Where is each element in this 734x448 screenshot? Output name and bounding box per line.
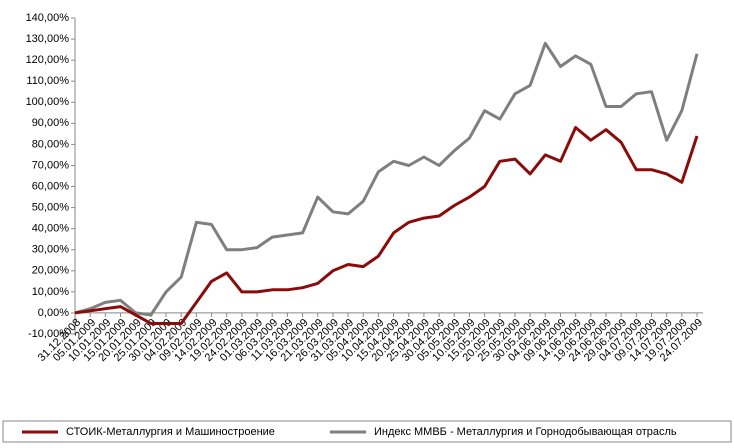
y-tick-label: 80,00% — [32, 138, 70, 150]
y-tick-label: -10,00% — [28, 328, 69, 340]
series-line — [74, 41, 699, 317]
y-tick-label: 40,00% — [32, 223, 70, 235]
legend-label: СТОИК-Металлургия и Машиностроение — [66, 426, 275, 438]
y-tick-label: 120,00% — [26, 54, 70, 66]
y-tick-label: 20,00% — [32, 265, 70, 277]
legend-label: Индекс ММВБ - Металлургия и Горнодобываю… — [374, 426, 677, 438]
y-tick-label: 60,00% — [32, 180, 70, 192]
y-tick-label: 70,00% — [32, 159, 70, 171]
y-tick-label: 100,00% — [26, 96, 70, 108]
y-tick-label: 50,00% — [32, 202, 70, 214]
y-tick-label: 30,00% — [32, 244, 70, 256]
legend-box — [2, 420, 732, 443]
y-tick-label: 90,00% — [32, 117, 70, 129]
y-tick-label: 140,00% — [26, 12, 70, 24]
y-tick-label: 10,00% — [32, 286, 70, 298]
y-tick-label: 0,00% — [38, 307, 69, 319]
y-tick-label: 130,00% — [26, 33, 70, 45]
y-tick-label: 110,00% — [26, 75, 69, 87]
series-line — [74, 126, 699, 325]
